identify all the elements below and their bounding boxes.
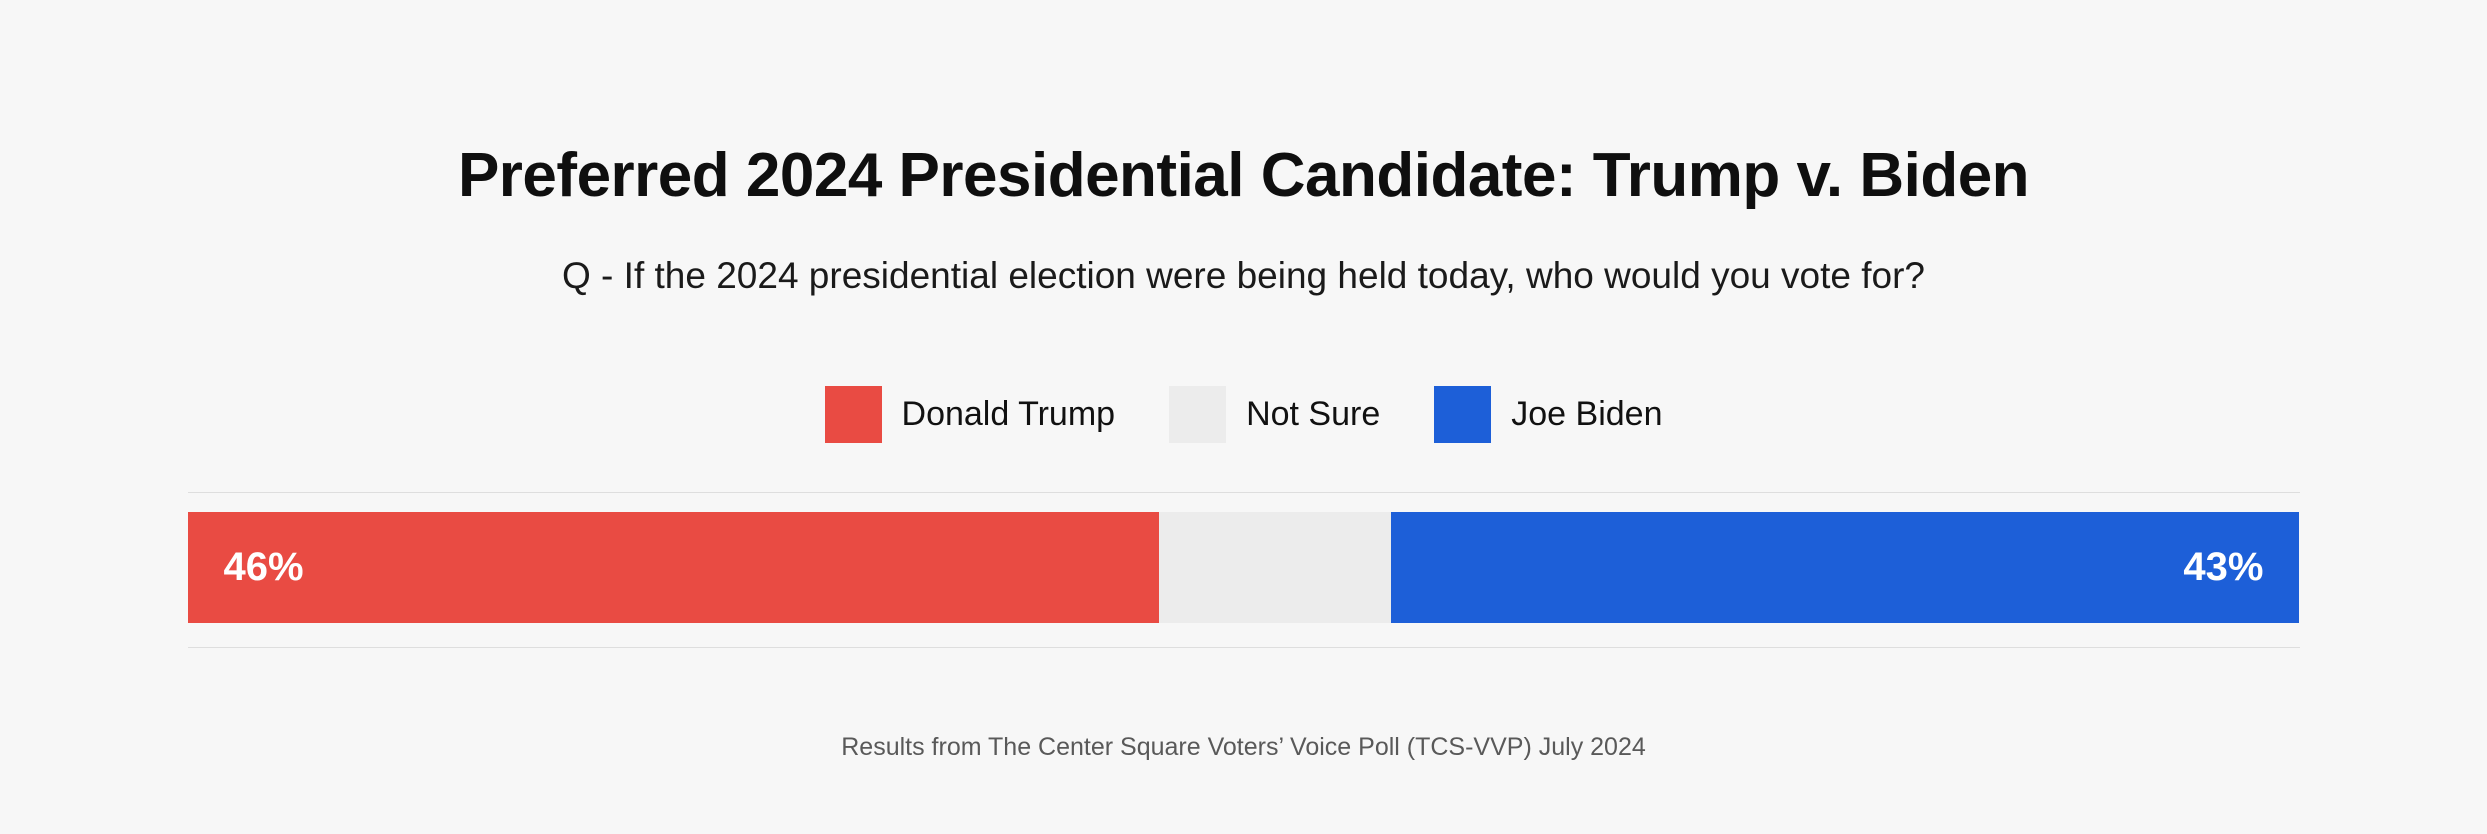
legend-swatch-not-sure [1169,386,1227,443]
chart-subtitle: Q - If the 2024 presidential election we… [562,255,1925,296]
source-note: Results from The Center Square Voters’ V… [841,733,1646,761]
legend-label-joe-biden: Joe Biden [1511,395,1663,433]
bar-segment-not-sure [1159,512,1392,623]
bar-segment-donald-trump: 46% [187,512,1160,623]
legend-item-joe-biden: Joe Biden [1434,386,1662,443]
chart-title: Preferred 2024 Presidential Candidate: T… [457,141,2030,210]
bar-value-label-joe-biden: 43% [2183,545,2264,589]
divider-bottom [187,647,2300,648]
legend-swatch-joe-biden [1434,386,1492,443]
legend-label-not-sure: Not Sure [1246,395,1381,433]
bar-area: 46% 43% [187,492,2300,648]
bar-value-label-donald-trump: 46% [223,545,304,589]
bar-segment-joe-biden: 43% [1391,512,2300,623]
legend-label-donald-trump: Donald Trump [901,395,1116,433]
chart-content: Preferred 2024 Presidential Candidate: T… [187,140,2300,762]
stacked-bar: 46% 43% [187,512,2300,623]
legend-item-donald-trump: Donald Trump [824,386,1116,443]
divider-top [187,492,2300,493]
legend-item-not-sure: Not Sure [1169,386,1380,443]
legend-swatch-donald-trump [824,386,882,443]
chart-legend: Donald Trump Not Sure Joe Biden [188,386,2300,443]
